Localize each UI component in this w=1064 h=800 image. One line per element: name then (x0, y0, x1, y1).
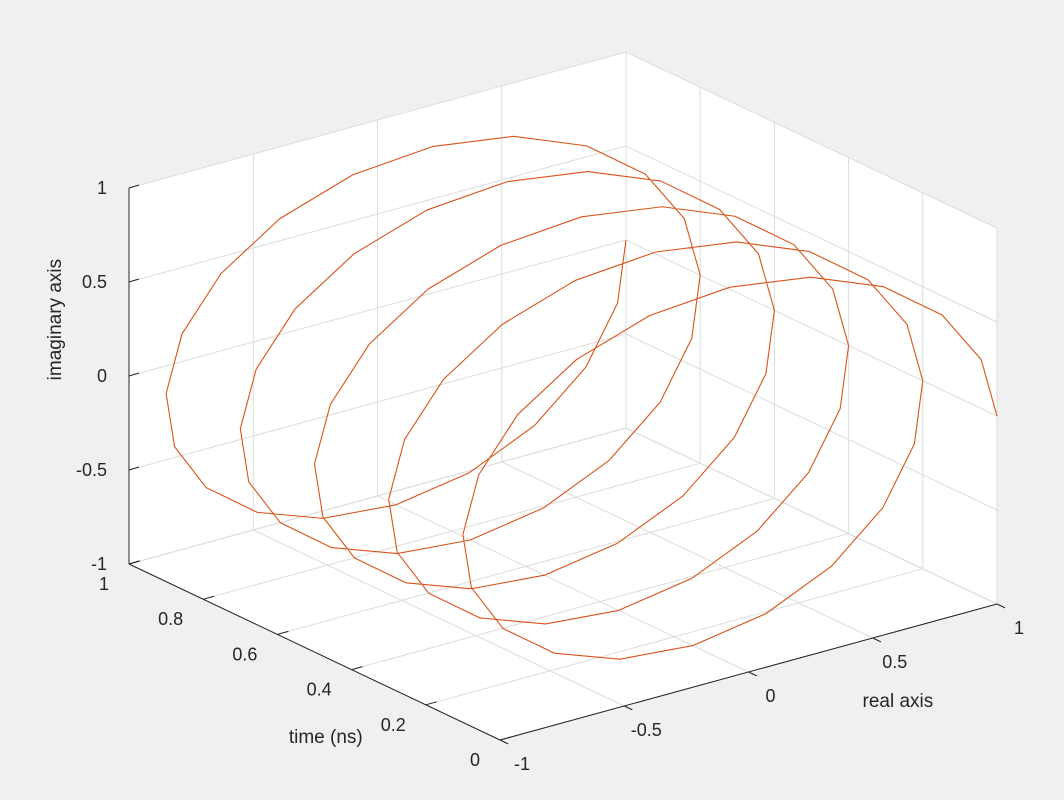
x-tick-label: -1 (514, 754, 530, 774)
z-tick-mark (128, 560, 140, 565)
z-tick-label: 1 (97, 178, 107, 198)
y-tick-mark (425, 701, 437, 706)
x-axis-title: real axis (863, 691, 934, 712)
y-tick-label: 0.8 (158, 609, 183, 629)
grid-line-y-floor (203, 462, 701, 600)
grid-line-z-back (128, 51, 627, 189)
grid-line-y-floor (351, 533, 849, 671)
z-tick-label: -1 (91, 554, 107, 574)
y-axis-title: time (ns) (289, 727, 363, 748)
grid-line-y-floor (277, 497, 775, 635)
y-tick-mark (351, 666, 363, 671)
grid-line-x-floor (501, 461, 873, 639)
z-tick-label: 0 (97, 366, 107, 386)
y-tick-mark (277, 630, 289, 635)
z-tick-mark (128, 466, 140, 471)
y-tick-mark (203, 595, 215, 600)
x-tick-label: -0.5 (631, 720, 662, 740)
y-tick-label: 0.4 (307, 680, 332, 700)
x-tick-mark (872, 637, 882, 643)
z-axis-title: imaginary axis (45, 259, 66, 380)
x-tick-label: 1 (1014, 618, 1024, 638)
y-tick-label: 0 (470, 750, 480, 770)
grid-line-z-side (625, 427, 998, 605)
z-tick-label: 0.5 (82, 272, 107, 292)
y-tick-label: 1 (99, 574, 109, 594)
grid-line-z-side (625, 145, 998, 323)
grid-line-z-back (128, 145, 627, 283)
x-tick-mark (624, 705, 633, 711)
grid-line-z-back (128, 427, 627, 565)
grid-line-z-side (625, 51, 998, 229)
x-tick-mark (996, 603, 1006, 609)
y-tick-mark (499, 736, 512, 741)
grid-line-y-floor (425, 568, 923, 706)
x-tick-label: 0.5 (882, 652, 907, 672)
grid-line-z-back (128, 333, 627, 471)
y-tick-label: 0.6 (232, 644, 257, 664)
grid-line-z-side (625, 333, 998, 511)
y-tick-label: 0.2 (381, 715, 406, 735)
z-tick-mark (128, 184, 140, 189)
y-axis-line (128, 563, 501, 741)
x-tick-mark (499, 739, 509, 745)
z-tick-mark (128, 278, 140, 283)
z-tick-label: -0.5 (76, 460, 107, 480)
z-tick-mark (128, 372, 140, 377)
grid-line-x-floor (253, 529, 625, 707)
x-tick-label: 0 (765, 686, 775, 706)
grid-line-x-floor (377, 495, 749, 673)
x-tick-mark (748, 671, 757, 677)
data-line-helix[interactable] (165, 135, 998, 660)
grid-line-z-side (625, 239, 998, 417)
grid-line-z-back (128, 239, 627, 377)
